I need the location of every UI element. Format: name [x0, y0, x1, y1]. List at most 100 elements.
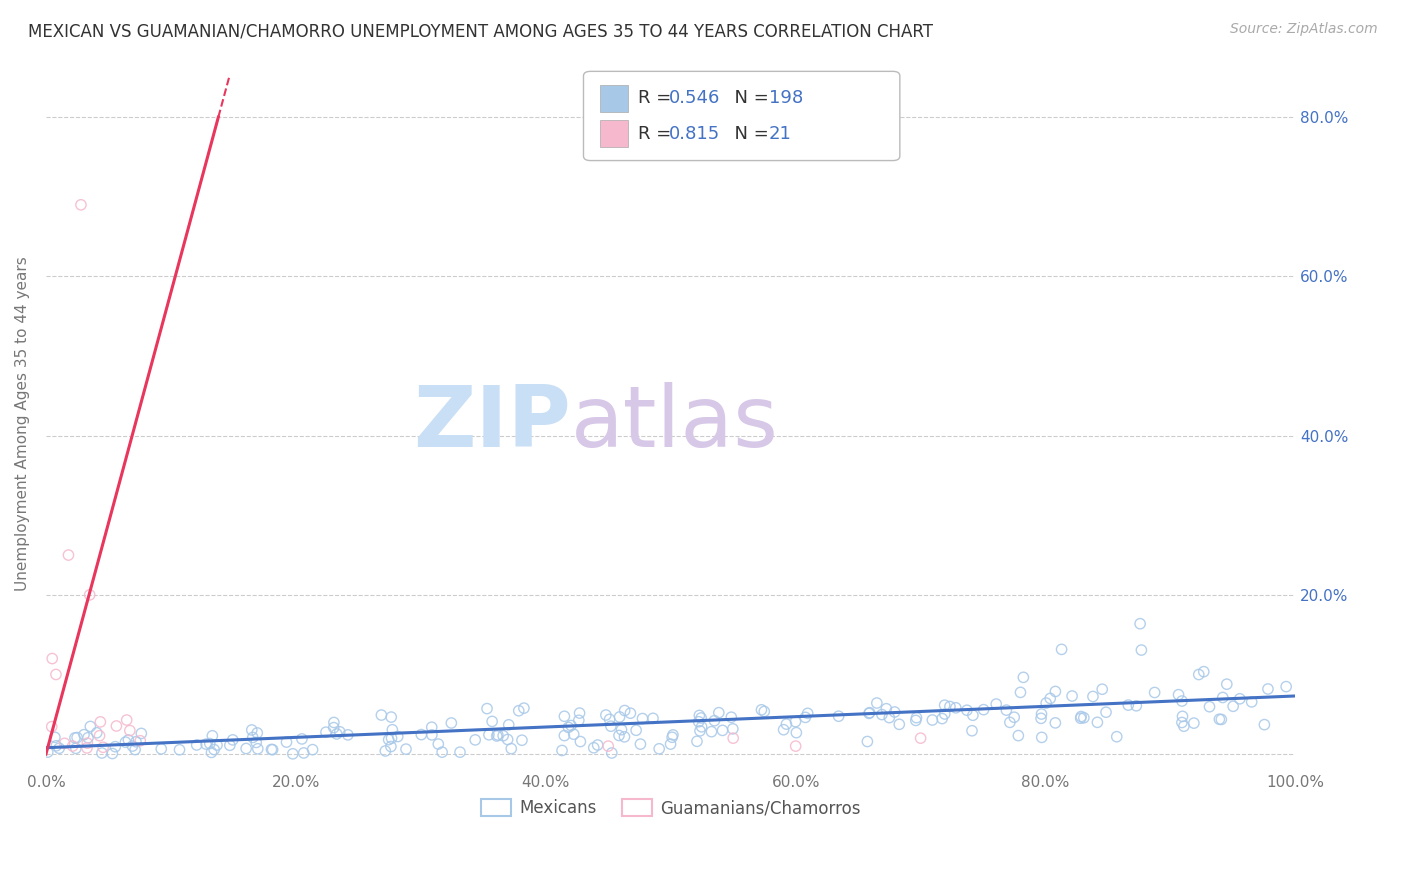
- Point: [600, 746, 623, 760]
- Point: [329, 724, 352, 739]
- Point: [962, 708, 984, 723]
- Point: [856, 734, 879, 748]
- Point: [114, 735, 136, 749]
- Point: [124, 742, 146, 756]
- Text: Source: ZipAtlas.com: Source: ZipAtlas.com: [1230, 22, 1378, 37]
- Point: [904, 714, 927, 728]
- Point: [931, 712, 953, 726]
- Point: [195, 737, 218, 751]
- Point: [662, 728, 685, 742]
- Point: [475, 701, 498, 715]
- Point: [492, 729, 515, 743]
- Point: [1129, 616, 1152, 631]
- Point: [630, 737, 652, 751]
- Point: [205, 738, 228, 752]
- Point: [105, 719, 128, 733]
- Point: [440, 716, 463, 731]
- Point: [395, 742, 418, 756]
- Point: [90, 746, 112, 760]
- Point: [77, 731, 100, 745]
- Point: [260, 742, 283, 756]
- Point: [246, 726, 269, 740]
- Point: [1208, 712, 1230, 726]
- Point: [1216, 677, 1239, 691]
- Point: [960, 723, 983, 738]
- Point: [599, 712, 621, 726]
- Point: [875, 702, 897, 716]
- Point: [1182, 716, 1205, 731]
- Point: [1198, 699, 1220, 714]
- Point: [281, 747, 304, 761]
- Point: [420, 720, 443, 734]
- Point: [101, 747, 124, 761]
- Point: [370, 708, 392, 723]
- Point: [557, 720, 579, 734]
- Point: [276, 735, 298, 749]
- Point: [1212, 690, 1234, 705]
- Point: [1039, 691, 1062, 706]
- Point: [1192, 665, 1215, 679]
- Point: [1143, 685, 1166, 699]
- Point: [689, 723, 711, 738]
- Text: 198: 198: [769, 89, 803, 107]
- Point: [569, 734, 592, 748]
- Point: [1130, 643, 1153, 657]
- Point: [86, 725, 108, 739]
- Point: [89, 729, 111, 743]
- Point: [1222, 699, 1244, 714]
- Point: [827, 709, 849, 723]
- Point: [336, 728, 359, 742]
- Point: [599, 719, 621, 733]
- Point: [1045, 684, 1067, 698]
- Point: [73, 728, 96, 742]
- Point: [380, 731, 402, 746]
- Point: [889, 717, 911, 731]
- Point: [186, 738, 208, 752]
- Point: [910, 731, 932, 746]
- Point: [1171, 694, 1194, 708]
- Text: R =: R =: [638, 89, 678, 107]
- Point: [485, 729, 508, 743]
- Point: [905, 711, 928, 725]
- Point: [945, 701, 967, 715]
- Point: [613, 730, 636, 744]
- Point: [1081, 690, 1104, 704]
- Point: [1002, 710, 1025, 724]
- Point: [1045, 715, 1067, 730]
- Point: [501, 741, 523, 756]
- Point: [661, 731, 683, 745]
- Point: [568, 714, 591, 728]
- Point: [240, 723, 263, 737]
- Text: 21: 21: [769, 125, 792, 143]
- Point: [1070, 709, 1092, 723]
- Point: [45, 739, 67, 753]
- Point: [934, 698, 956, 713]
- Point: [707, 706, 730, 720]
- Point: [686, 734, 709, 748]
- Point: [1211, 713, 1233, 727]
- Point: [117, 733, 139, 747]
- Point: [41, 651, 63, 665]
- Point: [688, 714, 710, 729]
- Point: [586, 738, 609, 752]
- Point: [921, 713, 943, 727]
- Point: [1091, 682, 1114, 697]
- Point: [246, 741, 269, 756]
- Point: [63, 731, 86, 745]
- Point: [45, 667, 67, 681]
- Point: [877, 711, 900, 725]
- Point: [66, 731, 89, 745]
- Point: [1275, 680, 1298, 694]
- Point: [79, 588, 101, 602]
- Point: [1070, 711, 1092, 725]
- Point: [751, 703, 773, 717]
- Point: [202, 742, 225, 756]
- Point: [508, 704, 530, 718]
- Point: [218, 739, 240, 753]
- Point: [1007, 729, 1029, 743]
- Point: [118, 723, 141, 738]
- Point: [79, 719, 101, 733]
- Legend: Mexicans, Guamanians/Chamorros: Mexicans, Guamanians/Chamorros: [474, 792, 868, 824]
- Point: [486, 728, 509, 742]
- Point: [58, 548, 80, 562]
